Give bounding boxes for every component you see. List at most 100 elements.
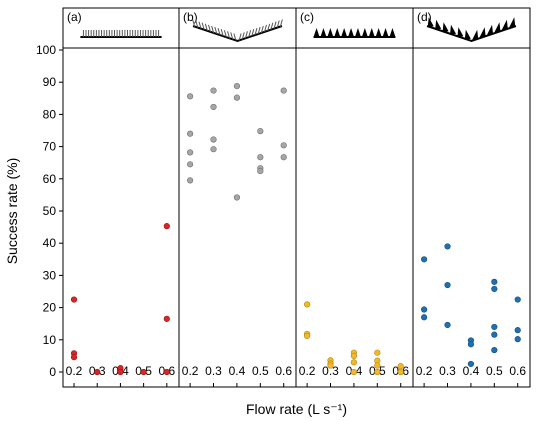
- data-point: [233, 94, 241, 101]
- data-point: [467, 341, 475, 348]
- data-point: [327, 362, 334, 369]
- panel-c: (c)0.20.30.40.50.6: [299, 10, 409, 387]
- data-point: [397, 363, 404, 370]
- comb-tooth: [208, 24, 211, 33]
- x-tick-label: 0.3: [439, 364, 456, 378]
- comb-tooth: [223, 30, 227, 38]
- data-point: [491, 285, 498, 293]
- comb-tooth: [248, 30, 252, 38]
- data-point: [374, 368, 381, 376]
- data-point: [397, 368, 404, 376]
- comb-tooth: [201, 22, 205, 30]
- data-point: [233, 82, 241, 90]
- comb-tooth: [273, 21, 277, 29]
- panel-frames: [62, 7, 531, 388]
- data-point: [491, 278, 498, 285]
- comb-tooth: [494, 22, 501, 33]
- x-tick-label: 0.4: [463, 364, 480, 378]
- comb-tooth: [442, 22, 449, 33]
- y-tick-label: 20: [43, 301, 57, 315]
- panels: (a) 0.2 0.3 0.4 0.5 0.6 (b) 0.2 0.3 0.4 0.5 0.6 (c) 0…: [66, 10, 526, 387]
- comb-tooth: [241, 32, 245, 40]
- panel-a: (a)0.20.30.40.50.6: [66, 10, 175, 387]
- data-point: [210, 136, 217, 143]
- comb-tooth: [368, 28, 375, 37]
- y-tick-label: 0: [49, 365, 56, 379]
- y-tick-label: 40: [43, 236, 57, 250]
- data-point: [210, 146, 217, 153]
- panel-pictogram: [313, 28, 396, 38]
- data-point: [350, 368, 358, 376]
- data-point: [374, 349, 381, 356]
- comb-tooth: [270, 22, 274, 30]
- data-point: [210, 87, 217, 94]
- panel-label: (d): [417, 10, 432, 24]
- panel-pictogram: [80, 30, 162, 38]
- data-point: [444, 281, 451, 289]
- comb-tooth: [276, 20, 280, 28]
- comb-tooth: [464, 29, 471, 40]
- x-tick-label: 0.4: [229, 364, 246, 378]
- comb-tooth: [198, 21, 202, 29]
- comb-tooth: [260, 25, 264, 34]
- data-point: [257, 128, 264, 135]
- comb-tooth: [257, 26, 261, 35]
- comb-tooth: [509, 17, 516, 28]
- comb-tooth: [238, 33, 242, 41]
- data-point: [257, 167, 264, 175]
- comb-tooth: [487, 24, 494, 35]
- comb-tooth: [220, 29, 224, 37]
- comb-tooth: [427, 17, 434, 28]
- comb-tooth: [382, 28, 389, 37]
- x-tick-label: 0.6: [509, 364, 526, 378]
- x-tick-label: 0.5: [252, 364, 269, 378]
- comb-tooth: [389, 28, 396, 37]
- y-tick-label: 60: [43, 172, 57, 186]
- y-tick-label: 50: [43, 204, 57, 218]
- comb-tooth: [457, 27, 464, 38]
- data-point: [491, 347, 498, 354]
- comb-tooth: [244, 31, 248, 39]
- panel-b: (b) 0.2 0.3 0.4 0.5 0.6: [182, 10, 292, 387]
- panel-label: (b): [183, 10, 198, 24]
- data-point: [187, 130, 194, 137]
- y-tick-label: 80: [43, 107, 57, 121]
- data-point: [280, 87, 287, 94]
- y-axis: 0 10 20 30 40 50 60 70 80 90 100: [36, 43, 63, 379]
- comb-tooth: [251, 29, 255, 37]
- data-point: [187, 149, 194, 156]
- x-tick-label: 0.5: [486, 364, 503, 378]
- comb-tooth: [449, 24, 456, 35]
- data-point: [350, 352, 358, 360]
- comb-tooth: [354, 28, 361, 37]
- data-point: [163, 315, 170, 322]
- comb-tooth: [267, 23, 271, 31]
- comb-tooth: [195, 20, 199, 28]
- data-point: [350, 359, 358, 366]
- comb-tooth: [192, 19, 196, 27]
- y-tick-label: 10: [43, 333, 57, 347]
- data-point: [514, 327, 521, 334]
- x-tick-label: 0.3: [205, 364, 222, 378]
- comb-tooth: [327, 28, 334, 37]
- y-axis-label: Success rate (%): [4, 158, 20, 265]
- data-point: [210, 103, 217, 111]
- data-point: [421, 256, 428, 263]
- data-point: [187, 161, 194, 168]
- data-point: [187, 93, 194, 100]
- comb-tooth: [501, 19, 508, 30]
- comb-tooth: [230, 32, 234, 40]
- data-point: [187, 177, 194, 184]
- x-tick-label: 0.3: [322, 364, 339, 378]
- data-point: [257, 154, 264, 161]
- panel-d: (d) 0.2 0.3 0.4 0.5 0.6: [416, 10, 526, 387]
- x-tick-label: 0.2: [182, 364, 199, 378]
- data-point: [94, 368, 101, 376]
- panel-pictogram: [192, 19, 283, 43]
- y-tick-label: 90: [43, 75, 57, 89]
- comb-tooth: [214, 26, 218, 35]
- panel-label: (c): [300, 10, 314, 24]
- data-point: [233, 194, 241, 201]
- panel-label: (a): [67, 10, 82, 24]
